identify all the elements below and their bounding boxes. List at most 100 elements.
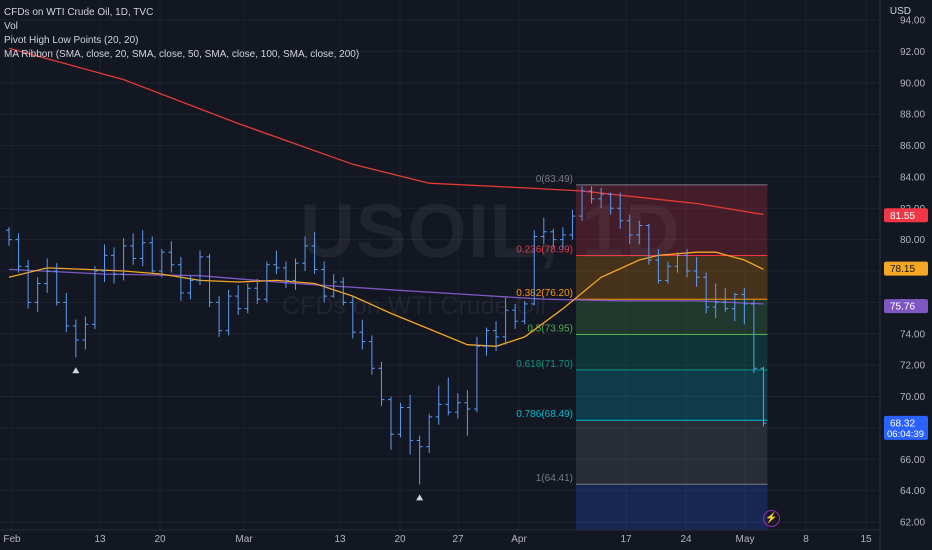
ohlc-bar xyxy=(559,227,566,250)
ohlc-bar xyxy=(235,285,242,315)
ohlc-bar xyxy=(282,261,289,289)
y-tick-label: 88.00 xyxy=(900,110,925,121)
ohlc-bar xyxy=(130,233,137,265)
x-tick-label: 20 xyxy=(394,534,406,545)
ohlc-bar xyxy=(435,385,442,425)
ohlc-bar xyxy=(693,256,700,287)
ohlc-bars xyxy=(6,186,767,485)
x-tick-label: 13 xyxy=(334,534,346,545)
y-tick-label: 94.00 xyxy=(900,16,925,27)
ohlc-bar xyxy=(368,335,375,375)
ohlc-bar xyxy=(521,300,528,325)
ohlc-bar xyxy=(473,336,480,413)
price-label-countdown: 06:04:39 xyxy=(887,429,924,440)
ohlc-bar xyxy=(91,266,98,330)
fib-level-label: 0(83.49) xyxy=(536,174,573,185)
price-axis[interactable]: 62.0064.0066.0068.0070.0072.0074.0076.00… xyxy=(879,0,928,550)
ohlc-bar xyxy=(426,413,433,453)
ohlc-bar xyxy=(321,261,328,303)
ma-ribbon xyxy=(8,47,764,347)
ohlc-bar xyxy=(330,274,337,298)
ohlc-bar xyxy=(741,288,748,325)
pivot-points xyxy=(72,367,424,501)
ohlc-bar xyxy=(445,377,452,416)
x-tick-label: 24 xyxy=(680,534,692,545)
symbol-watermark: USOIL, 1D xyxy=(300,189,681,274)
ohlc-bar xyxy=(731,292,738,322)
y-tick-label: 66.00 xyxy=(900,455,925,466)
pivot-low-marker xyxy=(72,367,80,374)
ohlc-bar xyxy=(311,231,318,275)
ohlc-bar xyxy=(273,250,280,275)
fibonacci-retracement: 0(83.49) 0.236(78.99) 0.382(76.20) 0.5(73.9… xyxy=(516,174,768,530)
ohlc-bar xyxy=(349,296,356,339)
ohlc-bar xyxy=(579,186,585,221)
ohlc-bar xyxy=(244,283,251,314)
y-tick-label: 72.00 xyxy=(900,361,925,372)
fib-zone xyxy=(576,334,768,370)
ohlc-bar xyxy=(750,299,757,373)
legend-title[interactable]: CFDs on WTI Crude Oil, 1D, TVC xyxy=(4,7,154,18)
x-tick-label: Feb xyxy=(3,534,21,545)
fib-level-label: 0.382(76.20) xyxy=(516,288,573,299)
ohlc-bar xyxy=(454,393,461,419)
fib-level-label: 0.618(71.70) xyxy=(516,359,573,370)
ohlc-bar xyxy=(187,275,194,300)
lightning-bolt-icon[interactable]: ⚡ xyxy=(763,510,780,527)
ohlc-bar xyxy=(254,278,261,304)
pivot-low-marker xyxy=(416,494,424,501)
y-tick-label: 64.00 xyxy=(900,486,925,497)
x-tick-label: 15 xyxy=(860,534,872,545)
ohlc-bar xyxy=(464,390,471,436)
ohlc-bar xyxy=(531,230,538,306)
ohlc-bar xyxy=(407,394,414,455)
x-tick-label: 17 xyxy=(620,534,632,545)
fib-level-label: 1(64.41) xyxy=(536,473,573,484)
ohlc-bar xyxy=(588,186,595,204)
ohlc-bar xyxy=(378,361,385,406)
fib-zone xyxy=(576,299,768,335)
ohlc-bar xyxy=(168,241,175,273)
price-label-box xyxy=(884,415,928,440)
price-label-text: 78.15 xyxy=(890,264,915,275)
ohlc-bar xyxy=(540,217,547,245)
price-label-box xyxy=(884,299,928,314)
ohlc-bar xyxy=(512,303,519,330)
ohlc-bar xyxy=(397,402,404,438)
ohlc-bar xyxy=(15,233,22,273)
ohlc-bar xyxy=(483,327,490,356)
currency-label[interactable]: USD xyxy=(889,6,911,17)
x-tick-label: May xyxy=(736,534,755,545)
ohlc-bar xyxy=(292,258,299,290)
legend-pivot[interactable]: Pivot High Low Points (20, 20) xyxy=(4,35,139,46)
fib-zone xyxy=(576,369,768,421)
fib-level-label: 0.786(68.49) xyxy=(516,409,573,420)
ohlc-bar xyxy=(101,244,108,282)
ohlc-bar xyxy=(206,253,213,308)
ohlc-bar xyxy=(664,261,671,284)
ma-50-line xyxy=(8,268,764,305)
ohlc-bar xyxy=(72,319,79,358)
ohlc-bar xyxy=(760,366,767,427)
y-tick-label: 62.00 xyxy=(900,518,925,529)
legend-ma-ribbon[interactable]: MA Ribbon (SMA, close, 20, SMA, close, 5… xyxy=(4,49,360,60)
ohlc-bar xyxy=(636,220,643,245)
ohlc-bar xyxy=(703,272,710,314)
ma-200-line xyxy=(8,47,764,216)
ohlc-bar xyxy=(44,258,51,293)
legend-vol[interactable]: Vol xyxy=(4,21,18,32)
ohlc-bar xyxy=(674,252,681,273)
price-label-box xyxy=(884,261,928,276)
ohlc-bar xyxy=(416,435,423,485)
ohlc-bar xyxy=(617,192,624,229)
price-label-text: 68.32 xyxy=(890,418,915,429)
y-tick-label: 86.00 xyxy=(900,141,925,152)
time-axis[interactable]: Feb 13 20 Mar 13 20 27 Apr 17 24 May 8 15 xyxy=(0,529,880,545)
x-tick-label: 27 xyxy=(452,534,464,545)
ohlc-bar xyxy=(645,223,652,265)
ohlc-bar xyxy=(82,316,89,350)
ohlc-bar xyxy=(6,227,12,246)
fib-zone xyxy=(576,484,768,530)
ohlc-bar xyxy=(712,283,719,319)
